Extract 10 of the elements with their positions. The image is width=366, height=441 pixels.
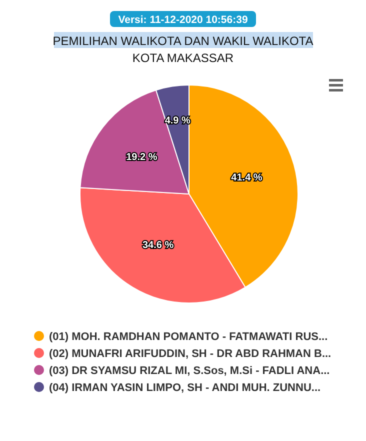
legend-label: (01) MOH. RAMDHAN POMANTO - FATMAWATI RUS... [49,331,328,343]
legend-label: (03) DR SYAMSU RIZAL MI, S.Sos, M.Si - FADLI ANA... [49,365,330,377]
legend-label: (02) MUNAFRI ARIFUDDIN, SH - DR ABD RAHMAN B... [49,348,332,360]
data-label: 34.6 % [142,240,174,251]
data-label: 41.4 % [231,172,262,184]
legend-label: (04) IRMAN YASIN LIMPO, SH - ANDI MUH. ZUNNU... [49,382,321,394]
text: Versi: 11-12-2020 10:56:39 [118,14,248,26]
data-label: 19.2 % [126,152,158,163]
chart-subtitle: KOTA MAKASSAR [132,51,234,65]
chart-title: PEMILIHAN WALIKOTA DAN WAKIL WALIKOTA [52,34,314,48]
